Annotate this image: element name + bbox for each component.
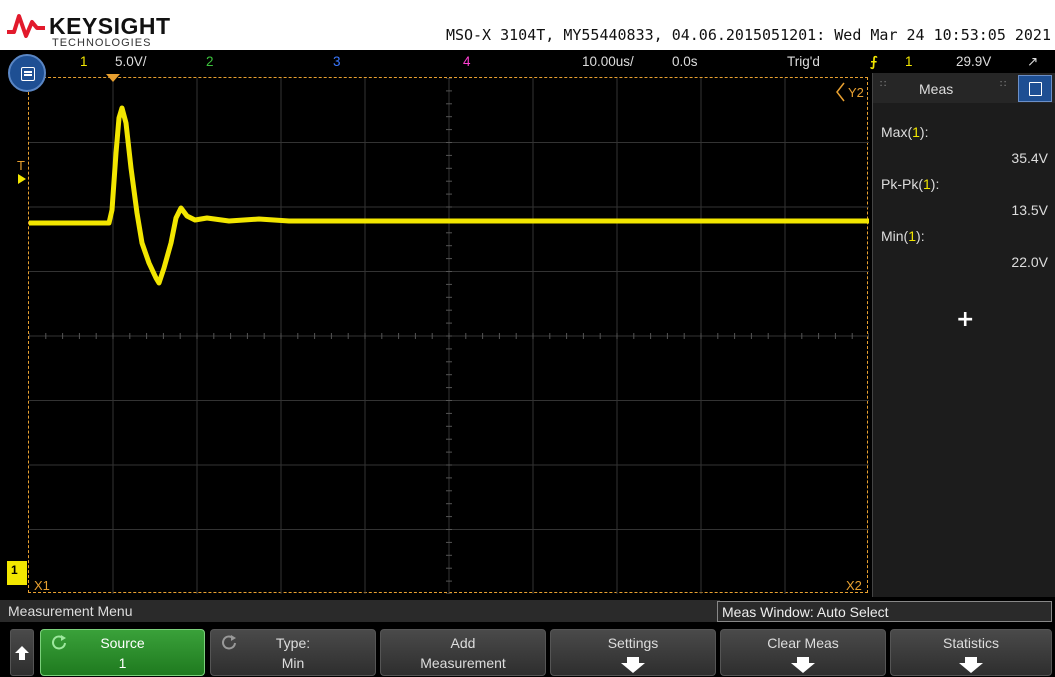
arrow-down-icon: [959, 657, 983, 673]
arrow-up-icon: [15, 646, 29, 660]
meas-max-value: 35.4V: [1011, 150, 1048, 166]
brand-name: KEYSIGHT: [49, 13, 171, 39]
status-bar: 1 5.0V/ 2 3 4 10.00us/ 0.0s Trig'd ⨍ 1 2…: [0, 50, 1055, 73]
trigger-level-marker[interactable]: T: [17, 158, 25, 173]
brand-sub: TECHNOLOGIES: [52, 37, 152, 49]
ch1-label[interactable]: 1: [80, 54, 88, 69]
trigger-position-icon[interactable]: [106, 74, 120, 83]
drag-handle-icon[interactable]: ∷: [1000, 79, 1007, 90]
meas-min-label[interactable]: Min(1):: [881, 228, 925, 244]
statistics-softkey[interactable]: Statistics: [890, 629, 1052, 676]
meas-panel-title: Meas: [919, 81, 954, 97]
trigger-level-arrow-icon: [18, 174, 26, 184]
instrument-info: MSO-X 3104T, MY55440833, 04.06.201505120…: [445, 26, 1051, 44]
y2-cursor-marker[interactable]: Y2: [836, 82, 870, 102]
menu-title: Measurement Menu: [8, 603, 133, 619]
ch4-label[interactable]: 4: [463, 54, 471, 69]
softkey-bar: Source 1 Type: Min Add Measurement Setti…: [0, 627, 1055, 677]
add-measurement-icon[interactable]: +: [956, 307, 975, 332]
graticule: [29, 78, 869, 594]
clear-meas-softkey[interactable]: Clear Meas: [720, 629, 886, 676]
meas-panel-menu-button[interactable]: [1018, 75, 1052, 102]
trigger-state: Trig'd: [787, 54, 820, 69]
type-softkey[interactable]: Type: Min: [210, 629, 376, 676]
keysight-logo: KEYSIGHT TECHNOLOGIES: [6, 6, 226, 49]
ch1-scale[interactable]: 5.0V/: [115, 54, 147, 69]
x2-cursor-marker[interactable]: X2: [846, 578, 862, 593]
source-softkey[interactable]: Source 1: [40, 629, 205, 676]
add-measurement-softkey[interactable]: Add Measurement: [380, 629, 546, 676]
meas-pkpk-label[interactable]: Pk-Pk(1):: [881, 176, 940, 192]
meas-pkpk-value: 13.5V: [1011, 202, 1048, 218]
trigger-level[interactable]: 29.9V: [956, 54, 992, 69]
rotate-knob-icon: [52, 635, 66, 650]
arrow-down-icon: [791, 657, 815, 673]
meas-min-value: 22.0V: [1011, 254, 1048, 270]
document-icon: [1029, 82, 1042, 96]
measurement-panel: ∷ Meas ∷ Max(1): 35.4V Pk-Pk(1): 13.5V M…: [872, 73, 1055, 597]
meas-panel-header: ∷ Meas ∷: [873, 73, 1055, 103]
ch1-ground-label: 1: [11, 563, 18, 577]
delay[interactable]: 0.0s: [672, 54, 698, 69]
meas-window-selector[interactable]: Meas Window: Auto Select: [717, 601, 1052, 622]
menu-up-button[interactable]: [10, 629, 34, 676]
menu-icon: [21, 67, 35, 81]
settings-softkey[interactable]: Settings: [550, 629, 716, 676]
timebase[interactable]: 10.00us/: [582, 54, 634, 69]
meas-max-label[interactable]: Max(1):: [881, 124, 929, 140]
ch3-label[interactable]: 3: [333, 54, 341, 69]
ch1-waveform: [29, 105, 869, 286]
trigger-channel[interactable]: 1: [905, 54, 913, 69]
scope-screen: 1 5.0V/ 2 3 4 10.00us/ 0.0s Trig'd ⨍ 1 2…: [0, 50, 1055, 677]
x1-cursor-marker[interactable]: X1: [34, 578, 50, 593]
ch1-ground-marker[interactable]: 1: [7, 561, 27, 585]
ch2-label[interactable]: 2: [206, 54, 214, 69]
trigger-edge-icon: ⨍: [870, 54, 878, 69]
waveform-area[interactable]: [28, 77, 869, 594]
arrow-down-icon: [621, 657, 645, 673]
y2-label: Y2: [848, 85, 864, 100]
wave-arrow-icon[interactable]: ↗: [1027, 54, 1039, 69]
drag-handle-icon[interactable]: ∷: [880, 79, 887, 90]
main-menu-button[interactable]: [8, 54, 46, 92]
keysight-wave-icon: [7, 14, 45, 38]
rotate-knob-icon: [222, 635, 236, 650]
header-bar: KEYSIGHT TECHNOLOGIES MSO-X 3104T, MY554…: [0, 0, 1055, 50]
menu-title-bar: Measurement Menu: [0, 600, 720, 622]
